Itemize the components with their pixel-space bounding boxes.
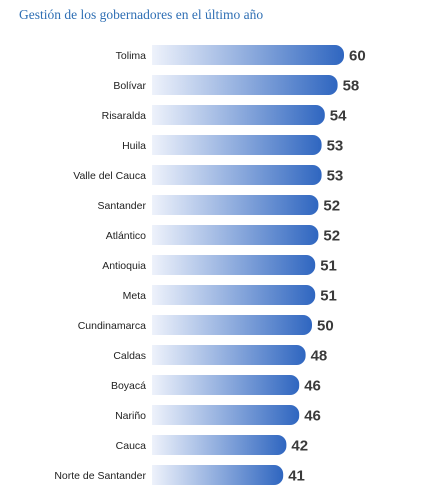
value-label: 51 xyxy=(320,288,337,305)
value-label: 53 xyxy=(327,138,344,155)
category-label: Norte de Santander xyxy=(54,470,146,482)
value-label: 46 xyxy=(304,408,321,425)
category-label: Caldas xyxy=(113,350,146,362)
bar-row: Valle del Cauca 53 xyxy=(73,165,343,185)
value-label: 41 xyxy=(288,468,305,485)
value-label: 53 xyxy=(327,168,344,185)
category-label: Risaralda xyxy=(102,110,147,122)
category-label: Meta xyxy=(123,290,147,302)
category-label: Nariño xyxy=(115,410,146,422)
bar-row: Boyacá 46 xyxy=(111,375,321,395)
bar xyxy=(152,195,319,215)
bar-row: Cauca 42 xyxy=(116,435,308,455)
category-label: Cundinamarca xyxy=(78,320,146,332)
value-label: 58 xyxy=(343,78,360,95)
category-label: Tolima xyxy=(116,50,147,62)
category-label: Bolívar xyxy=(113,80,146,92)
bar-row: Risaralda 54 xyxy=(102,105,347,125)
bar xyxy=(152,75,338,95)
category-label: Antioquia xyxy=(102,260,146,272)
category-label: Huila xyxy=(122,140,146,152)
category-label: Boyacá xyxy=(111,380,146,392)
bar xyxy=(152,225,319,245)
category-label: Santander xyxy=(98,200,147,212)
bar xyxy=(152,345,306,365)
value-label: 51 xyxy=(320,258,337,275)
value-label: 60 xyxy=(349,48,366,65)
bar-row: Tolima 60 xyxy=(116,45,366,65)
chart-title: Gestión de los gobernadores en el último… xyxy=(19,7,264,22)
bar xyxy=(152,45,344,65)
bar xyxy=(152,435,287,455)
bar xyxy=(152,255,316,275)
bar xyxy=(152,405,300,425)
bar-row: Antioquia 51 xyxy=(102,255,337,275)
bar-row: Huila 53 xyxy=(122,135,343,155)
bar-row: Caldas 48 xyxy=(113,345,327,365)
bar xyxy=(152,135,322,155)
value-label: 52 xyxy=(323,228,340,245)
category-label: Cauca xyxy=(116,440,147,452)
bar xyxy=(152,465,284,485)
bar xyxy=(152,105,325,125)
bar-row: Meta 51 xyxy=(123,285,337,305)
bar xyxy=(152,285,316,305)
value-label: 42 xyxy=(291,438,308,455)
value-label: 50 xyxy=(317,318,334,335)
value-label: 48 xyxy=(311,348,328,365)
bar xyxy=(152,165,322,185)
category-label: Valle del Cauca xyxy=(73,170,146,182)
bar-row: Santander 52 xyxy=(98,195,340,215)
bar-row: Nariño 46 xyxy=(115,405,321,425)
bar-row: Norte de Santander 41 xyxy=(54,465,305,485)
bar-row: Atlántico 52 xyxy=(106,225,340,245)
category-label: Atlántico xyxy=(106,230,146,242)
value-label: 52 xyxy=(323,198,340,215)
bar-row: Bolívar 58 xyxy=(113,75,359,95)
value-label: 46 xyxy=(304,378,321,395)
bar-row: Cundinamarca 50 xyxy=(78,315,334,335)
bar xyxy=(152,375,300,395)
value-label: 54 xyxy=(330,108,347,125)
bar xyxy=(152,315,312,335)
